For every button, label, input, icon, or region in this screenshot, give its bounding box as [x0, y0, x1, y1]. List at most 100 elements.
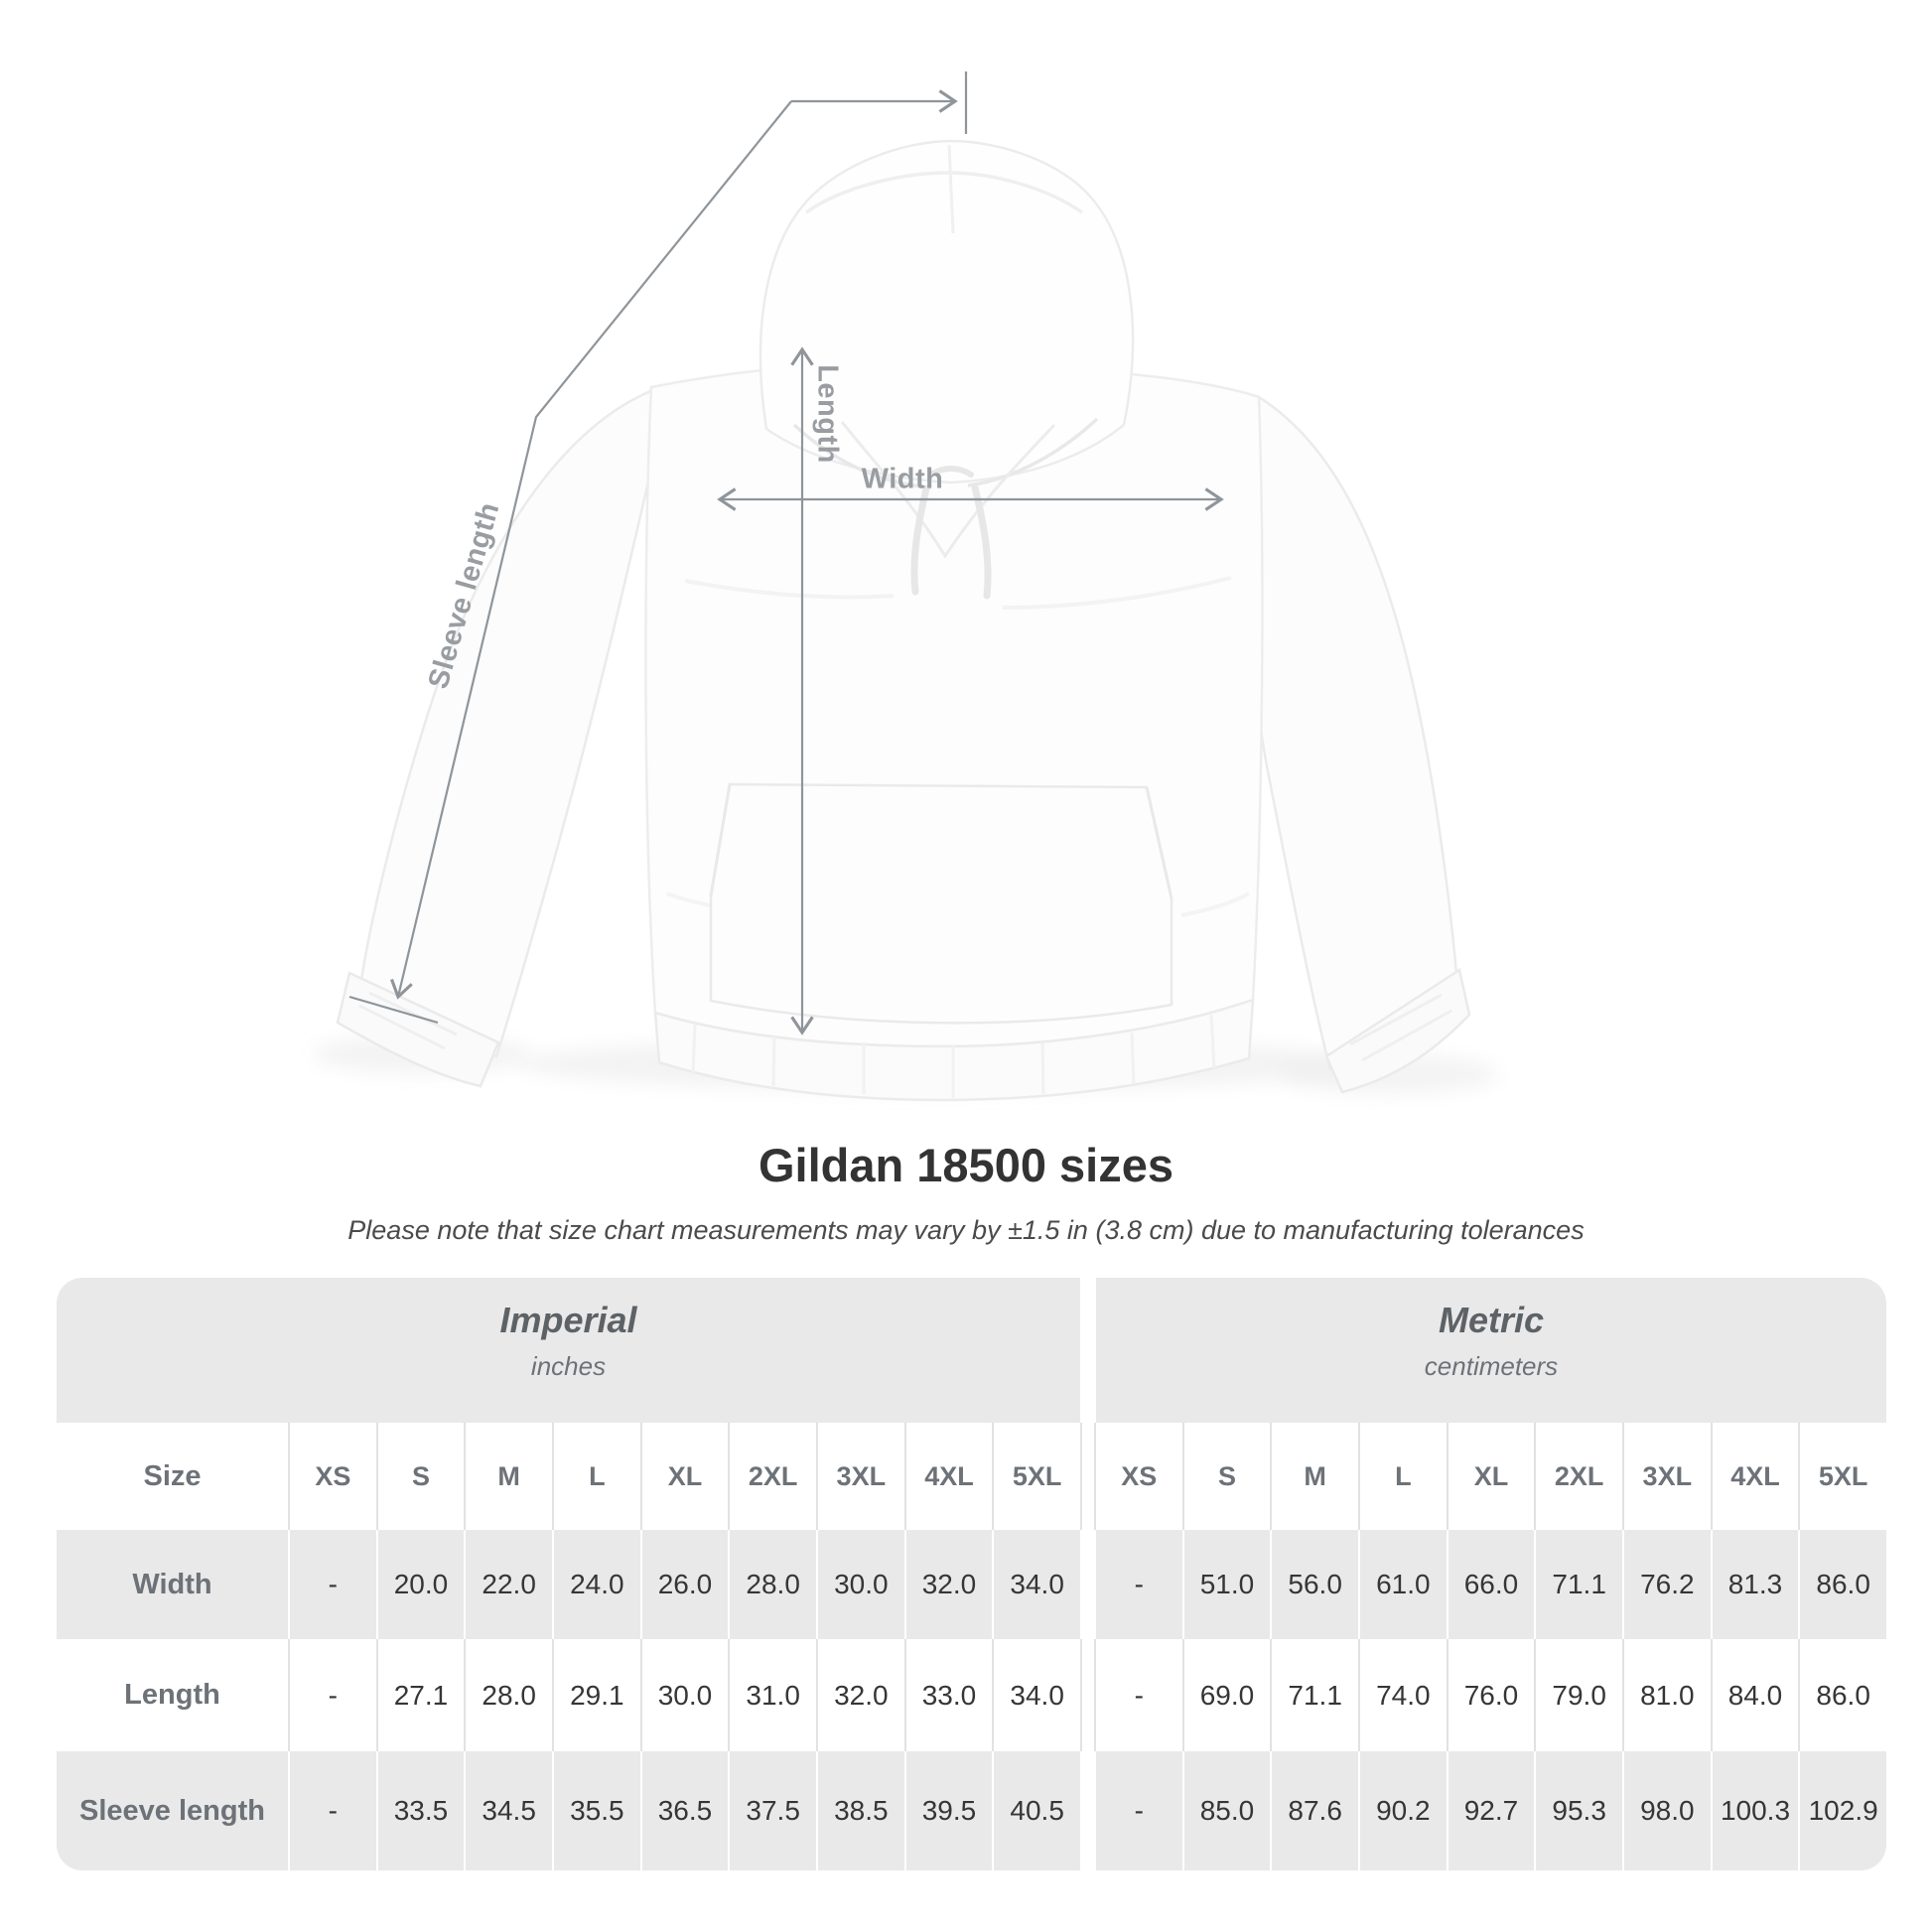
size-header-cell: XL: [1448, 1423, 1535, 1530]
size-header-cell: XS: [1095, 1423, 1182, 1530]
value-cell: 35.5: [553, 1751, 640, 1870]
value-cell: 34.5: [466, 1751, 552, 1870]
value-cell: 74.0: [1359, 1639, 1447, 1751]
metric-group-header: Metric centimeters: [1096, 1278, 1886, 1423]
value-cell: -: [1095, 1751, 1182, 1870]
value-cell: 79.0: [1536, 1639, 1622, 1751]
sleeve-length-arrow: [348, 71, 968, 1025]
value-cell: 92.7: [1448, 1751, 1535, 1870]
value-cell: 32.0: [905, 1530, 993, 1639]
size-header-cell: M: [1272, 1423, 1358, 1530]
value-cell: 38.5: [817, 1751, 904, 1870]
value-cell: 36.5: [641, 1751, 729, 1870]
value-cell: 28.0: [730, 1530, 816, 1639]
value-cell: 33.5: [377, 1751, 465, 1870]
value-cell: 86.0: [1800, 1639, 1886, 1751]
length-label: Length: [811, 364, 844, 464]
value-cell: -: [1095, 1639, 1182, 1751]
value-cell: 39.5: [905, 1751, 993, 1870]
value-cell: 76.2: [1623, 1530, 1711, 1639]
value-cell: 71.1: [1536, 1530, 1622, 1639]
group-gap: [1081, 1639, 1094, 1751]
group-gap: [1081, 1423, 1094, 1530]
size-header-cell: S: [377, 1423, 465, 1530]
value-cell: 34.0: [994, 1639, 1080, 1751]
value-cell: 32.0: [817, 1639, 904, 1751]
value-cell: 37.5: [730, 1751, 816, 1870]
size-header-cell: 3XL: [1623, 1423, 1711, 1530]
value-cell: 100.3: [1712, 1751, 1799, 1870]
size-header-cell: L: [1359, 1423, 1447, 1530]
value-cell: 31.0: [730, 1639, 816, 1751]
value-cell: 34.0: [994, 1530, 1080, 1639]
value-cell: 85.0: [1183, 1751, 1271, 1870]
size-column-header: Size: [57, 1423, 288, 1530]
imperial-group-unit: inches: [530, 1351, 607, 1381]
metric-group-title: Metric: [1438, 1300, 1545, 1340]
row-label: Width: [57, 1530, 288, 1639]
size-header-row: Size XS S M L XL 2XL 3XL 4XL 5XL XS S M …: [57, 1423, 1886, 1530]
value-cell: 24.0: [553, 1530, 640, 1639]
value-cell: -: [290, 1639, 376, 1751]
size-header-cell: 2XL: [730, 1423, 816, 1530]
value-cell: 28.0: [466, 1639, 552, 1751]
size-header-cell: 3XL: [817, 1423, 904, 1530]
table-row-length: Length - 27.1 28.0 29.1 30.0 31.0 32.0 3…: [57, 1639, 1886, 1751]
value-cell: 51.0: [1183, 1530, 1271, 1639]
value-cell: 66.0: [1448, 1530, 1535, 1639]
size-header-cell: 5XL: [1800, 1423, 1886, 1530]
value-cell: 81.3: [1712, 1530, 1799, 1639]
page-title: Gildan 18500 sizes: [758, 1139, 1174, 1191]
width-label: Width: [861, 463, 944, 495]
value-cell: 90.2: [1359, 1751, 1447, 1870]
value-cell: 22.0: [466, 1530, 552, 1639]
row-label: Length: [57, 1639, 288, 1751]
value-cell: 61.0: [1359, 1530, 1447, 1639]
row-label: Sleeve length: [57, 1751, 288, 1870]
tolerance-note: Please note that size chart measurements…: [347, 1215, 1585, 1245]
size-header-cell: XL: [641, 1423, 729, 1530]
value-cell: 56.0: [1272, 1530, 1358, 1639]
value-cell: 71.1: [1272, 1639, 1358, 1751]
size-header-cell: S: [1183, 1423, 1271, 1530]
group-gap: [1082, 1278, 1094, 1423]
value-cell: 84.0: [1712, 1639, 1799, 1751]
unit-group-row: Imperial inches Metric centimeters: [57, 1278, 1886, 1423]
size-header-cell: 2XL: [1536, 1423, 1622, 1530]
value-cell: 86.0: [1800, 1530, 1886, 1639]
size-header-cell: M: [466, 1423, 552, 1530]
size-header-cell: XS: [290, 1423, 376, 1530]
group-gap: [1081, 1530, 1094, 1639]
value-cell: 69.0: [1183, 1639, 1271, 1751]
value-cell: 26.0: [641, 1530, 729, 1639]
value-cell: 40.5: [994, 1751, 1080, 1870]
size-header-cell: 4XL: [905, 1423, 993, 1530]
value-cell: 27.1: [377, 1639, 465, 1751]
table-row-sleeve-length: Sleeve length - 33.5 34.5 35.5 36.5 37.5…: [57, 1751, 1886, 1870]
value-cell: 30.0: [817, 1530, 904, 1639]
value-cell: 30.0: [641, 1639, 729, 1751]
imperial-group-title: Imperial: [499, 1300, 637, 1340]
measurement-annotations: [348, 71, 1224, 1035]
value-cell: 29.1: [553, 1639, 640, 1751]
size-table: Imperial inches Metric centimeters Size …: [57, 1278, 1886, 1870]
metric-group-unit: centimeters: [1424, 1351, 1559, 1381]
size-header-cell: 5XL: [994, 1423, 1080, 1530]
value-cell: -: [290, 1530, 376, 1639]
group-gap: [1081, 1751, 1094, 1870]
size-header-cell: 4XL: [1712, 1423, 1799, 1530]
value-cell: 98.0: [1623, 1751, 1711, 1870]
hoodie-illustration: Sleeve length Length Width: [313, 71, 1499, 1102]
hoodie-image: [313, 139, 1499, 1102]
value-cell: -: [290, 1751, 376, 1870]
value-cell: 102.9: [1800, 1751, 1886, 1870]
imperial-group-header: Imperial inches: [57, 1278, 1080, 1423]
value-cell: 81.0: [1623, 1639, 1711, 1751]
size-header-cell: L: [553, 1423, 640, 1530]
value-cell: 76.0: [1448, 1639, 1535, 1751]
value-cell: 87.6: [1272, 1751, 1358, 1870]
value-cell: -: [1095, 1530, 1182, 1639]
table-row-width: Width - 20.0 22.0 24.0 26.0 28.0 30.0 32…: [57, 1530, 1886, 1639]
value-cell: 33.0: [905, 1639, 993, 1751]
